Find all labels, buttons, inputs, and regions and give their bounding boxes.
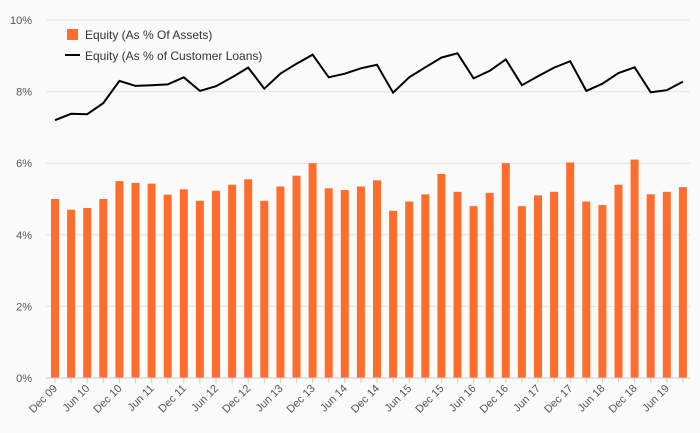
bar	[550, 191, 559, 378]
bar	[99, 199, 108, 378]
x-tick-label: Dec 13	[285, 383, 318, 416]
y-tick-label: 4%	[16, 230, 32, 242]
x-tick-label: Jun 18	[576, 383, 608, 415]
bar	[614, 184, 623, 378]
x-tick-label: Dec 16	[478, 383, 511, 416]
x-tick-label: Dec 18	[607, 383, 640, 416]
bar	[147, 183, 156, 378]
bar	[131, 182, 140, 378]
y-tick-label: 0%	[16, 373, 32, 385]
bar	[195, 200, 204, 378]
x-tick-label: Dec 10	[91, 383, 124, 416]
bar-series	[51, 159, 687, 378]
bar	[179, 189, 188, 378]
x-tick-label: Jun 13	[254, 383, 286, 415]
x-tick-label: Jun 19	[640, 383, 672, 415]
bar	[598, 205, 607, 378]
x-tick-label: Jun 10	[60, 383, 92, 415]
bar	[566, 162, 575, 378]
legend-label-line: Equity (As % of Customer Loans)	[85, 49, 262, 63]
x-tick-label: Dec 15	[413, 383, 446, 416]
x-tick-label: Jun 17	[511, 383, 543, 415]
bar	[115, 181, 124, 378]
bar	[437, 173, 446, 378]
bar	[163, 194, 172, 378]
bar	[212, 190, 220, 378]
bar	[501, 163, 510, 378]
bar	[678, 187, 687, 378]
bar	[324, 188, 333, 378]
bar	[469, 206, 478, 378]
x-tick-label: Dec 14	[349, 383, 382, 416]
bar	[83, 207, 92, 378]
legend-swatch-bar	[67, 29, 78, 40]
x-tick-label: Jun 12	[189, 383, 221, 415]
x-tick-label: Dec 17	[542, 383, 575, 416]
bar	[405, 201, 414, 378]
y-tick-label: 2%	[16, 301, 32, 313]
y-tick-label: 6%	[16, 158, 32, 170]
legend-label-bar: Equity (As % Of Assets)	[85, 28, 212, 42]
x-tick-label: Dec 11	[156, 383, 189, 416]
bar	[517, 206, 526, 378]
bar	[373, 180, 381, 378]
series-line	[54, 52, 684, 122]
x-tick-label: Jun 16	[447, 383, 479, 415]
y-tick-label: 10%	[10, 15, 32, 27]
bar	[662, 191, 671, 378]
bar	[67, 209, 76, 378]
bar	[340, 190, 349, 378]
line-series	[54, 52, 684, 122]
bar	[228, 184, 237, 378]
bar	[51, 199, 59, 378]
x-tick-label: Dec 12	[220, 383, 253, 416]
bar	[244, 179, 253, 378]
bar	[646, 194, 655, 378]
legend: Equity (As % Of Assets) Equity (As % of …	[65, 28, 262, 63]
bar	[453, 191, 462, 378]
bar	[421, 194, 430, 378]
bar	[485, 192, 494, 378]
bar	[276, 186, 285, 378]
y-axis-ticks: 0% 2% 4% 6% 8% 10%	[10, 15, 32, 385]
bar	[308, 163, 317, 378]
x-tick-label: Jun 15	[382, 383, 414, 415]
bar	[389, 210, 398, 378]
x-tick-label: Jun 14	[318, 383, 350, 415]
bar	[356, 186, 365, 378]
bar	[534, 195, 542, 378]
bar	[260, 200, 269, 378]
bar	[292, 175, 301, 378]
bar	[630, 159, 639, 378]
y-tick-label: 8%	[16, 87, 32, 99]
x-tick-label: Dec 09	[27, 383, 60, 416]
x-axis: Dec 09 Jun 10 Dec 10 Jun 11 Dec 11 Jun 12 Dec …	[27, 377, 690, 416]
x-tick-label: Jun 11	[125, 383, 156, 414]
bar	[582, 201, 591, 378]
